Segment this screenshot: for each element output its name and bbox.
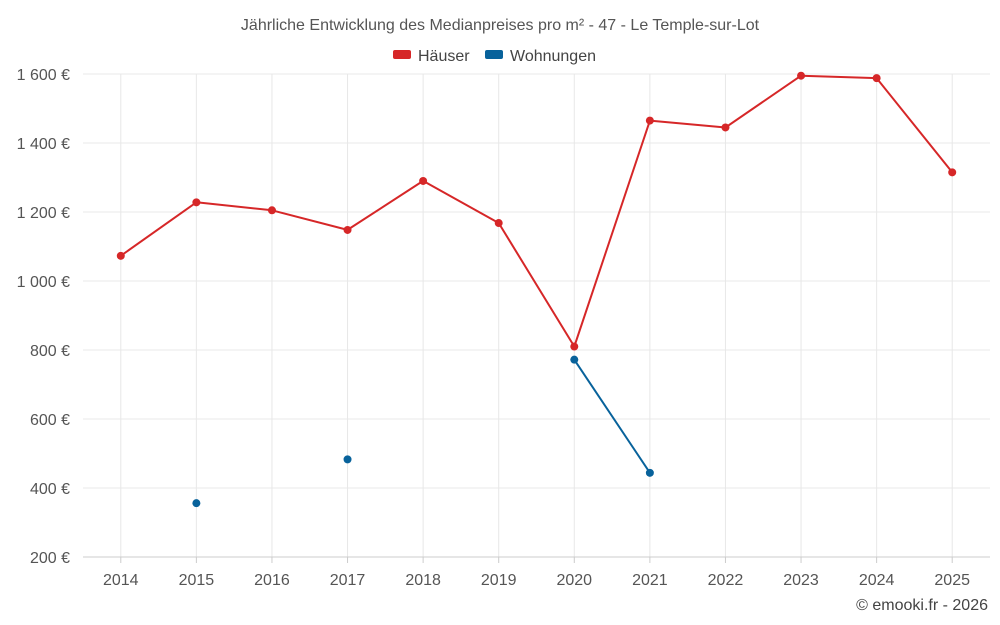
data-point-haeuser[interactable] [721, 123, 730, 132]
data-point-haeuser[interactable] [948, 168, 957, 177]
y-tick-label: 1 200 € [17, 205, 70, 222]
y-tick-label: 1 000 € [17, 274, 70, 291]
x-tick-label: 2019 [481, 572, 517, 589]
grid-lines [83, 73, 990, 557]
data-point-haeuser[interactable] [343, 225, 352, 234]
series-haeuser [116, 71, 957, 351]
y-tick-label: 200 € [30, 550, 70, 567]
y-axis: 200 € 400 € 600 € 800 € 1 000 € 1 200 € 1 400 … [17, 67, 70, 567]
data-point-haeuser[interactable] [192, 198, 201, 207]
data-point-haeuser[interactable] [419, 176, 428, 185]
legend-swatch-haeuser [393, 50, 411, 59]
series [116, 71, 957, 508]
series-wohnungen [192, 355, 654, 508]
data-point-wohnungen[interactable] [343, 455, 352, 464]
x-tick-label: 2024 [859, 572, 895, 589]
data-point-haeuser[interactable] [116, 251, 125, 260]
y-tick-label: 1 400 € [17, 136, 70, 153]
y-tick-label: 1 600 € [17, 67, 70, 84]
series-line-wohnungen [573, 359, 651, 474]
legend-item-wohnungen[interactable]: Wohnungen [485, 48, 596, 65]
x-tick-label: 2023 [783, 572, 819, 589]
y-tick-label: 400 € [30, 481, 70, 498]
data-point-haeuser[interactable] [797, 71, 806, 80]
y-tick-label: 600 € [30, 412, 70, 429]
data-point-haeuser[interactable] [872, 74, 881, 83]
data-point-haeuser[interactable] [494, 219, 503, 228]
y-tick-label: 800 € [30, 343, 70, 360]
credit-text: © emooki.fr - 2026 [856, 597, 988, 614]
data-point-wohnungen[interactable] [192, 499, 201, 508]
data-point-wohnungen[interactable] [570, 355, 579, 364]
legend: Häuser Wohnungen [393, 48, 596, 65]
data-point-wohnungen[interactable] [645, 468, 654, 477]
data-point-haeuser[interactable] [267, 206, 276, 215]
data-point-haeuser[interactable] [645, 116, 654, 125]
legend-label-wohnungen: Wohnungen [510, 48, 596, 65]
x-tick-label: 2016 [254, 572, 290, 589]
x-tick-label: 2015 [179, 572, 215, 589]
x-tick-label: 2014 [103, 572, 139, 589]
legend-swatch-wohnungen [485, 50, 503, 59]
chart-title: Jährliche Entwicklung des Medianpreises … [241, 17, 760, 34]
x-tick-label: 2020 [556, 572, 592, 589]
x-tick-label: 2018 [405, 572, 441, 589]
x-tick-label: 2021 [632, 572, 668, 589]
x-tick-label: 2017 [330, 572, 366, 589]
legend-item-haeuser[interactable]: Häuser [393, 48, 470, 65]
x-axis: 2014 2015 2016 2017 2018 2019 2020 2021 2022 2023… [83, 556, 990, 589]
x-tick-label: 2022 [708, 572, 744, 589]
data-point-haeuser[interactable] [570, 342, 579, 351]
legend-label-haeuser: Häuser [418, 48, 470, 65]
series-line-haeuser [120, 74, 953, 348]
x-tick-label: 2025 [934, 572, 970, 589]
